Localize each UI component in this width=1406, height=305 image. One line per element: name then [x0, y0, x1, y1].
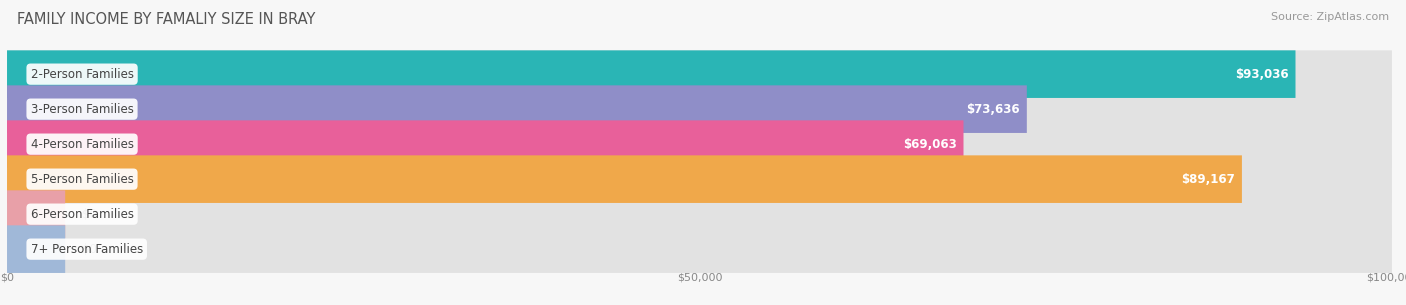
Text: FAMILY INCOME BY FAMALIY SIZE IN BRAY: FAMILY INCOME BY FAMALIY SIZE IN BRAY [17, 12, 315, 27]
Text: $0: $0 [82, 208, 97, 221]
FancyBboxPatch shape [7, 155, 1392, 203]
Text: 4-Person Families: 4-Person Families [31, 138, 134, 151]
FancyBboxPatch shape [7, 225, 1392, 273]
FancyBboxPatch shape [7, 120, 1392, 168]
Text: $0: $0 [82, 243, 97, 256]
Text: Source: ZipAtlas.com: Source: ZipAtlas.com [1271, 12, 1389, 22]
FancyBboxPatch shape [7, 190, 1392, 238]
Text: 3-Person Families: 3-Person Families [31, 103, 134, 116]
FancyBboxPatch shape [7, 190, 65, 238]
FancyBboxPatch shape [7, 155, 1241, 203]
FancyBboxPatch shape [7, 85, 1026, 133]
FancyBboxPatch shape [7, 120, 963, 168]
FancyBboxPatch shape [7, 85, 1392, 133]
FancyBboxPatch shape [7, 225, 65, 273]
Text: 6-Person Families: 6-Person Families [31, 208, 134, 221]
FancyBboxPatch shape [7, 50, 1392, 98]
Text: 7+ Person Families: 7+ Person Families [31, 243, 143, 256]
Text: $73,636: $73,636 [966, 103, 1019, 116]
Text: 5-Person Families: 5-Person Families [31, 173, 134, 186]
Text: 2-Person Families: 2-Person Families [31, 68, 134, 81]
FancyBboxPatch shape [7, 50, 1295, 98]
Text: $69,063: $69,063 [903, 138, 956, 151]
Text: $89,167: $89,167 [1181, 173, 1234, 186]
Text: $93,036: $93,036 [1234, 68, 1288, 81]
